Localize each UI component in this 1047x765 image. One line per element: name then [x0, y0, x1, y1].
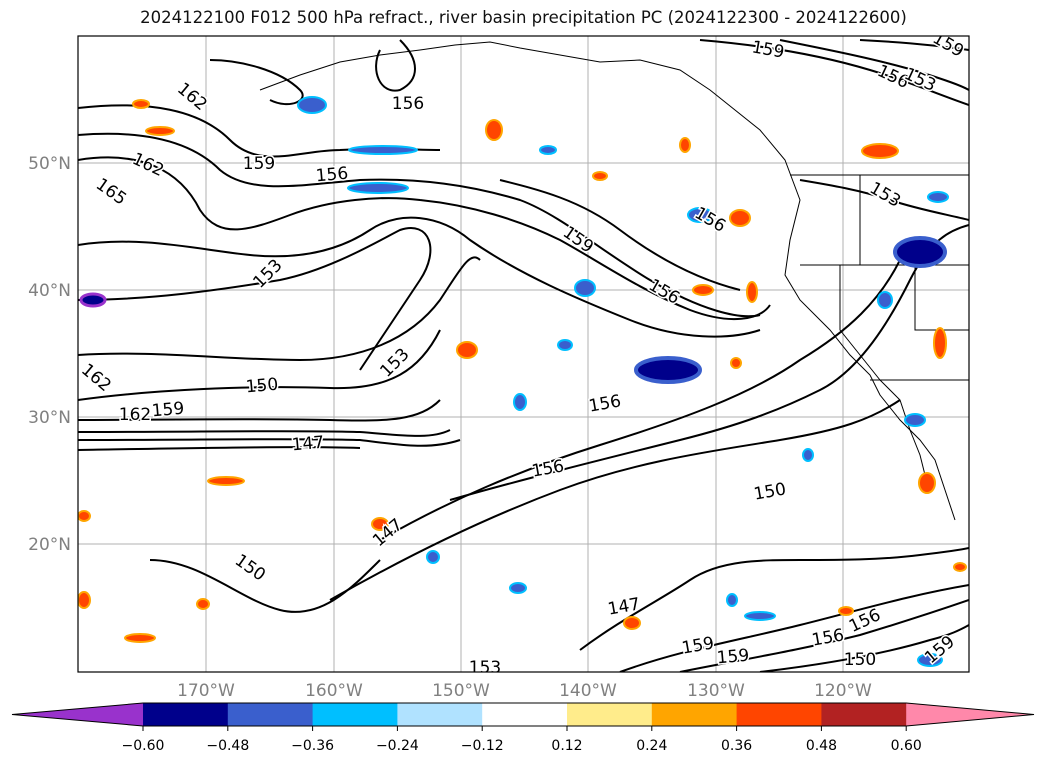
colorbar-extend-max	[906, 703, 1034, 726]
colorbar-segment	[397, 703, 483, 726]
colorbar-segment	[482, 703, 568, 726]
colorbar-tick-label: 0.24	[636, 738, 667, 754]
colorbar-segment	[312, 703, 398, 726]
coastlines	[259, 41, 969, 521]
contour-label: 150	[844, 650, 876, 670]
contour-label: 150	[245, 375, 279, 398]
colorbar-tick-label: 0.12	[551, 738, 582, 754]
colorbar-segment	[567, 703, 653, 726]
colorbar-segment	[143, 703, 229, 726]
contour-label: 153	[469, 658, 501, 678]
colorbar-tick-label: 0.60	[891, 738, 922, 754]
map-title: 2024122100 F012 500 hPa refract., river …	[140, 8, 907, 27]
lat-label-50: 50°N	[28, 154, 71, 174]
contour-label: 147	[291, 433, 325, 456]
positive-precip-shading	[78, 99, 967, 643]
colorbar-segment	[821, 703, 907, 726]
contour-label: 159	[716, 646, 750, 669]
contour-label: 159	[151, 399, 185, 422]
colorbar-segment	[227, 703, 314, 726]
longitude-labels: 170°W 160°W 150°W 140°W 130°W 120°W	[177, 681, 872, 701]
contour-label: 156	[315, 164, 349, 187]
negative-precip-shading	[79, 96, 949, 667]
colorbar-extend-min	[12, 703, 143, 726]
contour-label: 159	[750, 37, 785, 62]
colorbar	[11, 702, 1035, 727]
colorbar-tick-label: −0.48	[206, 738, 249, 754]
colorbar-ticks: −0.60 −0.48 −0.36 −0.24 −0.12 0.12 0.24 0.36 0.4…	[122, 726, 922, 754]
height-contours	[78, 39, 969, 672]
colorbar-tick-label: 0.48	[806, 738, 837, 754]
latitude-labels: 50°N 40°N 30°N 20°N	[28, 154, 71, 555]
map-frame	[77, 35, 970, 673]
map-area	[78, 36, 969, 672]
lon-label-160w: 160°W	[305, 681, 363, 701]
colorbar-tick-label: −0.24	[376, 738, 419, 754]
lon-label-170w: 170°W	[177, 681, 235, 701]
colorbar-segment	[651, 703, 738, 726]
lat-label-30: 30°N	[28, 408, 71, 428]
lon-label-140w: 140°W	[559, 681, 617, 701]
colorbar-tick-label: −0.12	[461, 738, 504, 754]
lat-label-20: 20°N	[28, 535, 71, 555]
lon-label-120w: 120°W	[814, 681, 872, 701]
colorbar-segment	[736, 703, 822, 726]
colorbar-tick-label: −0.36	[291, 738, 334, 754]
lon-label-150w: 150°W	[432, 681, 490, 701]
lat-label-40: 40°N	[28, 281, 71, 301]
lon-label-130w: 130°W	[687, 681, 745, 701]
colorbar-tick-label: −0.60	[122, 738, 165, 754]
contour-label: 162	[119, 405, 151, 425]
contour-label: 156	[392, 94, 424, 114]
colorbar-tick-label: 0.36	[721, 738, 752, 754]
contour-label: 159	[243, 154, 275, 174]
